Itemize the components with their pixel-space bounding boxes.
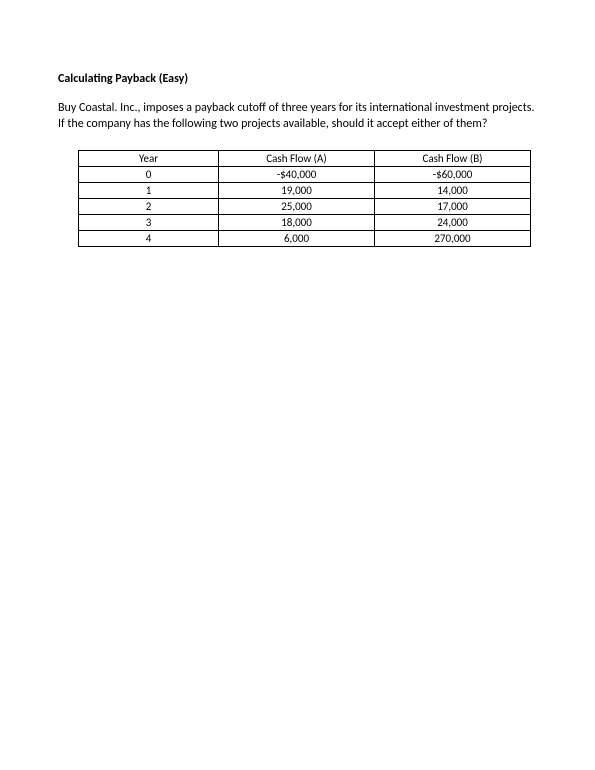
cell-year: 1 xyxy=(79,183,219,199)
table-row: 4 6,000 270,000 xyxy=(79,231,531,247)
table-row: 2 25,000 17,000 xyxy=(79,199,531,215)
cashflow-table-wrap: Year Cash Flow (A) Cash Flow (B) 0 -$40,… xyxy=(58,150,537,247)
column-header-year: Year xyxy=(79,151,219,167)
column-header-cashflow-a: Cash Flow (A) xyxy=(219,151,375,167)
cell-year: 3 xyxy=(79,215,219,231)
cell-b: 270,000 xyxy=(375,231,531,247)
table-row: 0 -$40,000 -$60,000 xyxy=(79,167,531,183)
table-row: 3 18,000 24,000 xyxy=(79,215,531,231)
cell-a: 25,000 xyxy=(219,199,375,215)
cashflow-table: Year Cash Flow (A) Cash Flow (B) 0 -$40,… xyxy=(78,150,531,247)
cell-year: 2 xyxy=(79,199,219,215)
cell-a: -$40,000 xyxy=(219,167,375,183)
cell-a: 18,000 xyxy=(219,215,375,231)
cell-a: 6,000 xyxy=(219,231,375,247)
table-header-row: Year Cash Flow (A) Cash Flow (B) xyxy=(79,151,531,167)
cell-a: 19,000 xyxy=(219,183,375,199)
cell-b: -$60,000 xyxy=(375,167,531,183)
cell-b: 14,000 xyxy=(375,183,531,199)
cell-year: 0 xyxy=(79,167,219,183)
cell-b: 24,000 xyxy=(375,215,531,231)
column-header-cashflow-b: Cash Flow (B) xyxy=(375,151,531,167)
problem-paragraph: Buy Coastal. Inc., imposes a payback cut… xyxy=(58,100,537,132)
cell-year: 4 xyxy=(79,231,219,247)
table-row: 1 19,000 14,000 xyxy=(79,183,531,199)
page-title: Calculating Payback (Easy) xyxy=(58,72,537,86)
cell-b: 17,000 xyxy=(375,199,531,215)
